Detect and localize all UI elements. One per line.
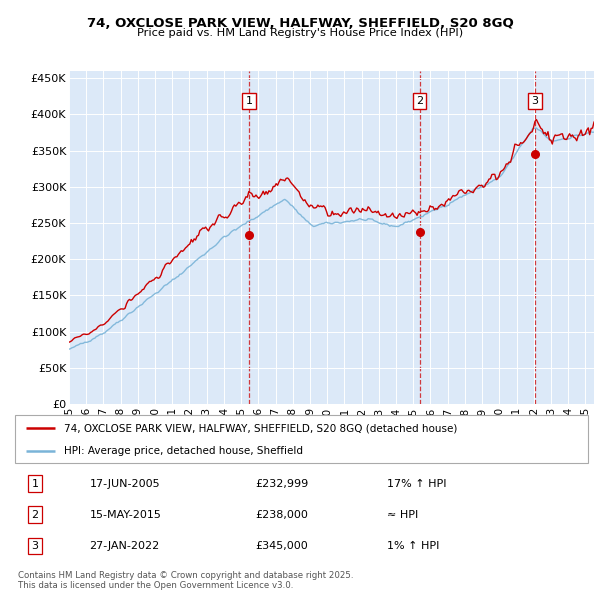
Text: Price paid vs. HM Land Registry's House Price Index (HPI): Price paid vs. HM Land Registry's House … <box>137 28 463 38</box>
Text: £238,000: £238,000 <box>256 510 308 520</box>
Text: £345,000: £345,000 <box>256 541 308 551</box>
Text: 3: 3 <box>32 541 38 551</box>
Text: This data is licensed under the Open Government Licence v3.0.: This data is licensed under the Open Gov… <box>18 581 293 589</box>
Text: 27-JAN-2022: 27-JAN-2022 <box>89 541 160 551</box>
Text: 2: 2 <box>31 510 38 520</box>
Text: 17-JUN-2005: 17-JUN-2005 <box>89 478 160 489</box>
Text: 1: 1 <box>32 478 38 489</box>
Text: HPI: Average price, detached house, Sheffield: HPI: Average price, detached house, Shef… <box>64 446 303 456</box>
Text: 17% ↑ HPI: 17% ↑ HPI <box>388 478 447 489</box>
Text: ≈ HPI: ≈ HPI <box>388 510 419 520</box>
Text: 74, OXCLOSE PARK VIEW, HALFWAY, SHEFFIELD, S20 8GQ: 74, OXCLOSE PARK VIEW, HALFWAY, SHEFFIEL… <box>86 17 514 30</box>
Text: Contains HM Land Registry data © Crown copyright and database right 2025.: Contains HM Land Registry data © Crown c… <box>18 571 353 580</box>
Text: 74, OXCLOSE PARK VIEW, HALFWAY, SHEFFIELD, S20 8GQ (detached house): 74, OXCLOSE PARK VIEW, HALFWAY, SHEFFIEL… <box>64 423 457 433</box>
FancyBboxPatch shape <box>15 415 588 463</box>
Text: 3: 3 <box>532 96 538 106</box>
Text: 1: 1 <box>245 96 253 106</box>
Text: 1% ↑ HPI: 1% ↑ HPI <box>388 541 440 551</box>
Text: 2: 2 <box>416 96 423 106</box>
Text: £232,999: £232,999 <box>256 478 309 489</box>
Text: 15-MAY-2015: 15-MAY-2015 <box>89 510 161 520</box>
